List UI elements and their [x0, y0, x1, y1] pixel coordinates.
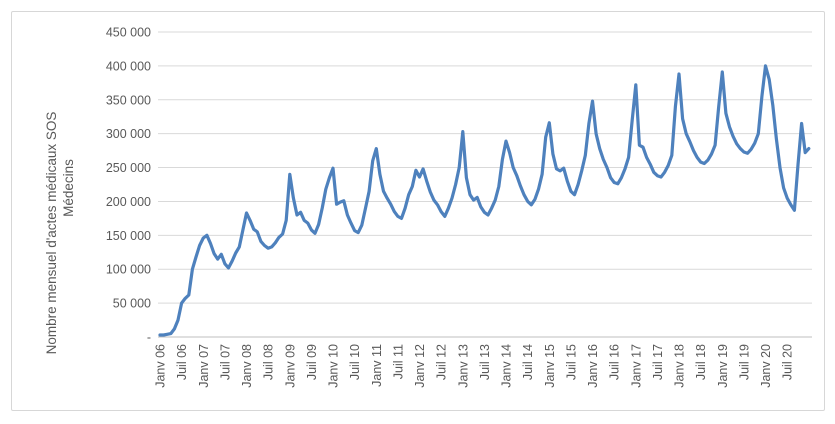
x-tick-label: Janv 16: [586, 344, 600, 388]
x-tick-label: Juil 18: [694, 344, 708, 380]
line-chart-canvas: 450 000 400 000 350 000 300 000 250 000 200 0…: [44, 26, 812, 388]
y-tick-label: 100 000: [106, 263, 151, 277]
x-tick-label: Juil 13: [478, 344, 492, 380]
x-tick-label: Janv 07: [197, 344, 211, 388]
y-tick-label: 50 000: [113, 297, 151, 311]
x-tick-label: Juil 08: [262, 344, 276, 380]
y-tick-label: 150 000: [106, 229, 151, 243]
chart-frame: 450 000 400 000 350 000 300 000 250 000 200 0…: [11, 11, 825, 411]
x-tick-label: Janv 19: [716, 344, 730, 388]
x-tick-label: Juil 16: [608, 344, 622, 380]
y-axis-title-line2: Médecins: [61, 159, 76, 217]
x-tick-label: Juil 14: [521, 344, 535, 380]
x-tick-label: Juil 07: [218, 344, 232, 380]
x-tick-label: Janv 14: [500, 344, 514, 388]
x-tick-label: Janv 08: [240, 344, 254, 388]
x-tick-label: Janv 12: [413, 344, 427, 388]
series-line: [158, 64, 811, 337]
x-tick-label: Juil 17: [651, 344, 665, 380]
y-tick-label: 350 000: [106, 93, 151, 107]
x-tick-label: Janv 18: [673, 344, 687, 388]
y-tick-label: 250 000: [106, 161, 151, 175]
x-tick-label: Janv 09: [283, 344, 297, 388]
x-tick-label: Juil 11: [391, 344, 405, 379]
x-tick-label: Juil 19: [737, 344, 751, 380]
x-tick-label: Juil 20: [781, 344, 795, 380]
x-tick-label: Juil 12: [435, 344, 449, 380]
y-tick-label: 200 000: [106, 195, 151, 209]
x-tick-label: Janv 13: [456, 344, 470, 388]
y-tick-label: 450 000: [106, 26, 151, 40]
x-tick-label: Janv 10: [327, 344, 341, 388]
y-tick-label: -: [147, 331, 151, 345]
x-tick-label: Juil 09: [305, 344, 319, 380]
y-axis-title-line1: Nombre mensuel d'actes médicaux SOS: [44, 112, 59, 355]
x-tick-label: Janv 06: [154, 344, 168, 388]
y-tick-label: 300 000: [106, 127, 151, 141]
y-tick-label: 400 000: [106, 59, 151, 73]
x-tick-label: Janv 15: [543, 344, 557, 388]
x-tick-label: Janv 11: [370, 344, 384, 387]
x-tick-label: Janv 20: [759, 344, 773, 388]
x-tick-label: Juil 15: [564, 344, 578, 380]
x-tick-label: Janv 17: [629, 344, 643, 388]
x-tick-label: Juil 06: [175, 344, 189, 380]
x-tick-label: Juil 10: [348, 344, 362, 380]
